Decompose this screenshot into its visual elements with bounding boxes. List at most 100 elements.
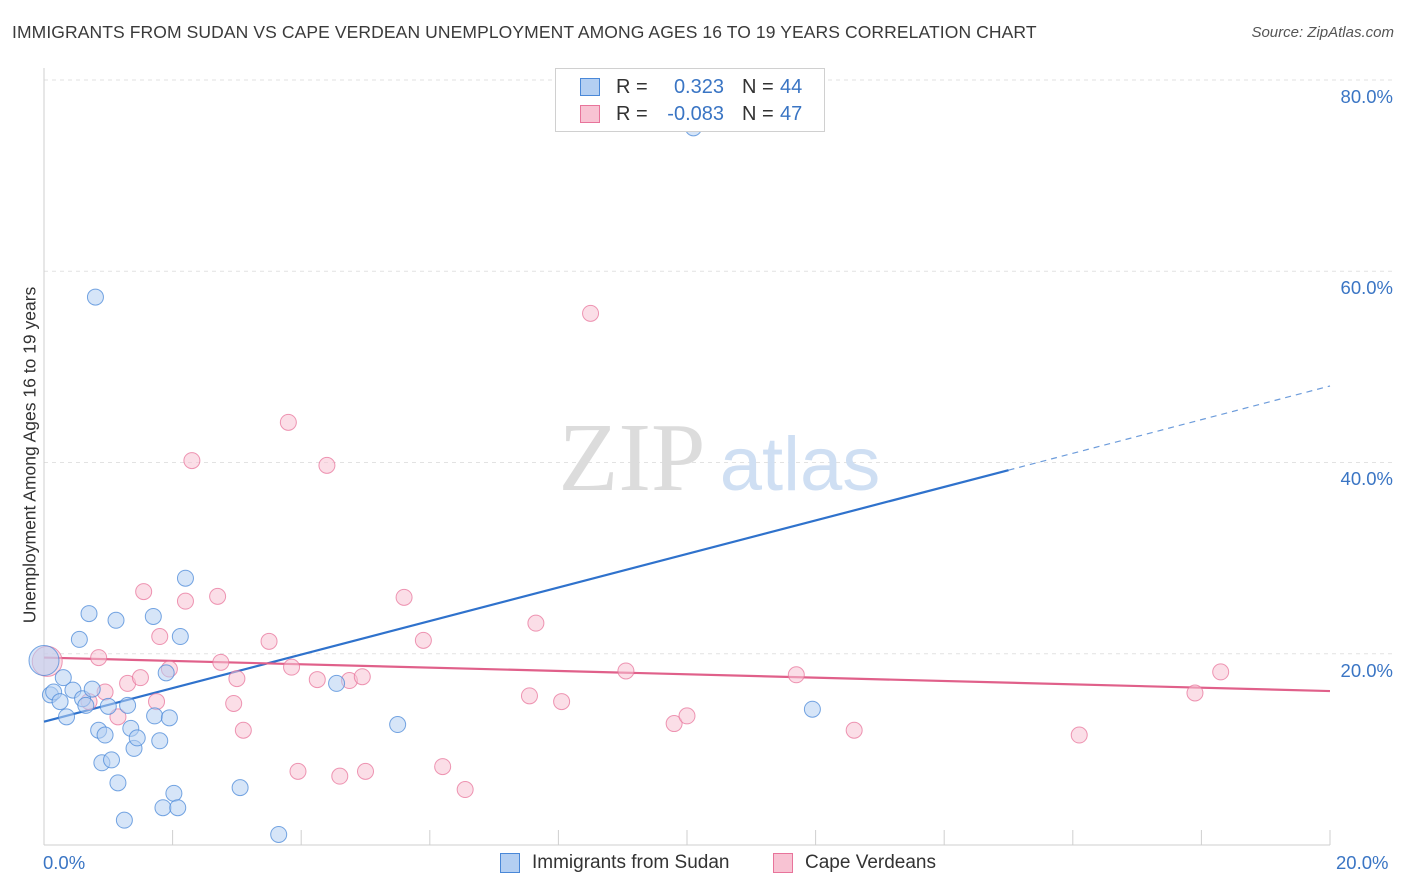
cape-verdean-point <box>318 456 336 474</box>
r-value: -0.083 <box>667 102 724 125</box>
cape-verdean-point <box>678 707 696 725</box>
sudan-point <box>171 628 189 646</box>
sudan-point <box>107 611 125 629</box>
cape-verdean-point <box>456 781 474 799</box>
n-label: N = <box>742 102 774 125</box>
n-value: 44 <box>780 75 803 98</box>
legend-row-sudan: R = 0.323 N = 44 <box>580 75 802 99</box>
cape-verdean-point <box>353 668 371 686</box>
sudan-point <box>151 732 169 750</box>
cape-verdean-point <box>176 592 194 610</box>
cape-verdean-point <box>434 758 452 776</box>
legend-item-sudan[interactable]: Immigrants from Sudan <box>500 852 729 874</box>
cape-verdean-point <box>109 708 127 726</box>
cape-verdean-point <box>225 694 243 712</box>
cape-verdean-point <box>395 588 413 606</box>
legend-swatch-sudan <box>580 78 600 96</box>
cape-verdean-point <box>260 632 278 650</box>
sudan-point <box>86 288 104 306</box>
sudan-point <box>176 569 194 587</box>
cape-verdean-point <box>414 631 432 649</box>
sudan-point <box>70 630 88 648</box>
sudan-point <box>119 696 137 714</box>
sudan-point <box>144 607 162 625</box>
sudan-point <box>270 825 288 843</box>
y-tick-label: 60.0% <box>1340 277 1393 298</box>
cape-verdean-point <box>209 587 227 605</box>
cape-verdean-point <box>582 304 600 322</box>
sudan-point <box>80 605 98 623</box>
y-tick-label: 80.0% <box>1340 86 1393 107</box>
cape-verdean-point <box>845 721 863 739</box>
cape-verdean-point <box>665 715 683 733</box>
axes <box>43 68 1331 846</box>
y-tick-label: 20.0% <box>1340 660 1393 681</box>
cape-verdean-point <box>228 670 246 688</box>
series-legend: Immigrants from Sudan Cape Verdeans <box>0 852 1406 878</box>
sudan-point <box>154 799 172 817</box>
cape-verdean-point <box>151 628 169 646</box>
source-label: Source: ZipAtlas.com <box>1251 24 1394 41</box>
sudan-point <box>169 799 187 817</box>
cape-verdean-point <box>357 762 374 780</box>
sudan-point <box>83 680 101 698</box>
sudan-point <box>165 784 183 802</box>
sudan-point <box>96 726 114 744</box>
r-value: 0.323 <box>673 75 724 98</box>
sudan-point <box>803 700 821 718</box>
cape-verdean-point <box>617 662 635 680</box>
sudan-point <box>109 774 127 792</box>
cape-verdean-point <box>1212 663 1230 681</box>
n-value: 47 <box>780 102 803 125</box>
cape-verdean-point <box>331 767 349 785</box>
gridlines <box>44 79 1392 655</box>
x-tick-label: 0.0% <box>43 852 86 873</box>
sudan-point <box>328 674 346 692</box>
watermark: ZIP atlas <box>559 404 881 512</box>
cape-verdean-point <box>527 614 545 632</box>
legend-swatch-cape-verdeans <box>580 105 600 123</box>
correlation-legend: R = 0.323 N = 44 R = -0.083 N = 47 <box>555 68 825 132</box>
sudan-point <box>160 709 178 727</box>
cape-verdean-point <box>212 653 230 671</box>
y-tick-label: 40.0% <box>1340 468 1393 489</box>
sudan-trendline-extension <box>1008 385 1331 471</box>
x-tick-label: 20.0% <box>1336 852 1389 873</box>
legend-swatch-cape-verdeans <box>773 853 793 873</box>
sudan-point <box>54 669 72 687</box>
legend-swatch-sudan <box>500 853 520 873</box>
cape-verdean-point <box>787 666 805 684</box>
cape-verdean-point <box>279 413 297 431</box>
cape-verdean-point <box>308 671 326 689</box>
r-label: R = <box>616 75 648 98</box>
y-axis-label: Unemployment Among Ages 16 to 19 years <box>19 286 40 624</box>
watermark-atlas: atlas <box>720 422 881 507</box>
cape-verdean-point <box>1070 726 1088 744</box>
cape-verdean-point <box>520 687 538 705</box>
cape-verdean-point <box>90 649 108 667</box>
cape-verdean-point <box>183 452 201 470</box>
sudan-trendline <box>43 469 1009 723</box>
cape-verdean-point <box>283 658 301 676</box>
sudan-point <box>231 779 249 797</box>
cape-verdean-point <box>289 762 307 780</box>
sudan-point <box>157 664 175 682</box>
data-points <box>28 119 1230 843</box>
sudan-point <box>389 716 407 734</box>
cape-verdean-point <box>131 669 149 687</box>
legend-item-cape-verdeans[interactable]: Cape Verdeans <box>773 852 936 874</box>
cape-verdean-point <box>1186 684 1204 702</box>
sudan-point <box>28 644 60 676</box>
sudan-point <box>51 693 69 711</box>
legend-label-cape-verdeans: Cape Verdeans <box>805 852 936 873</box>
watermark-zip: ZIP <box>559 404 706 512</box>
cape-verdean-point <box>234 721 252 739</box>
sudan-point <box>77 696 95 714</box>
trendlines <box>43 385 1331 723</box>
sudan-point <box>146 707 164 725</box>
n-label: N = <box>742 75 774 98</box>
legend-row-cape-verdeans: R = -0.083 N = 47 <box>580 102 802 126</box>
chart-title: IMMIGRANTS FROM SUDAN VS CAPE VERDEAN UN… <box>12 22 1037 42</box>
r-label: R = <box>616 102 648 125</box>
sudan-point <box>103 751 121 769</box>
